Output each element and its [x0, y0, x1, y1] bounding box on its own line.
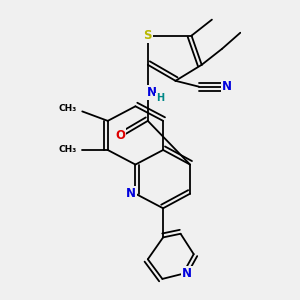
Text: CH₃: CH₃ — [58, 104, 76, 113]
Text: S: S — [144, 29, 152, 42]
Text: N: N — [221, 80, 232, 93]
Text: N: N — [126, 187, 136, 200]
Text: O: O — [115, 129, 125, 142]
Text: N: N — [146, 86, 157, 99]
Text: H: H — [156, 93, 164, 103]
Text: N: N — [182, 267, 192, 280]
Text: CH₃: CH₃ — [58, 146, 76, 154]
